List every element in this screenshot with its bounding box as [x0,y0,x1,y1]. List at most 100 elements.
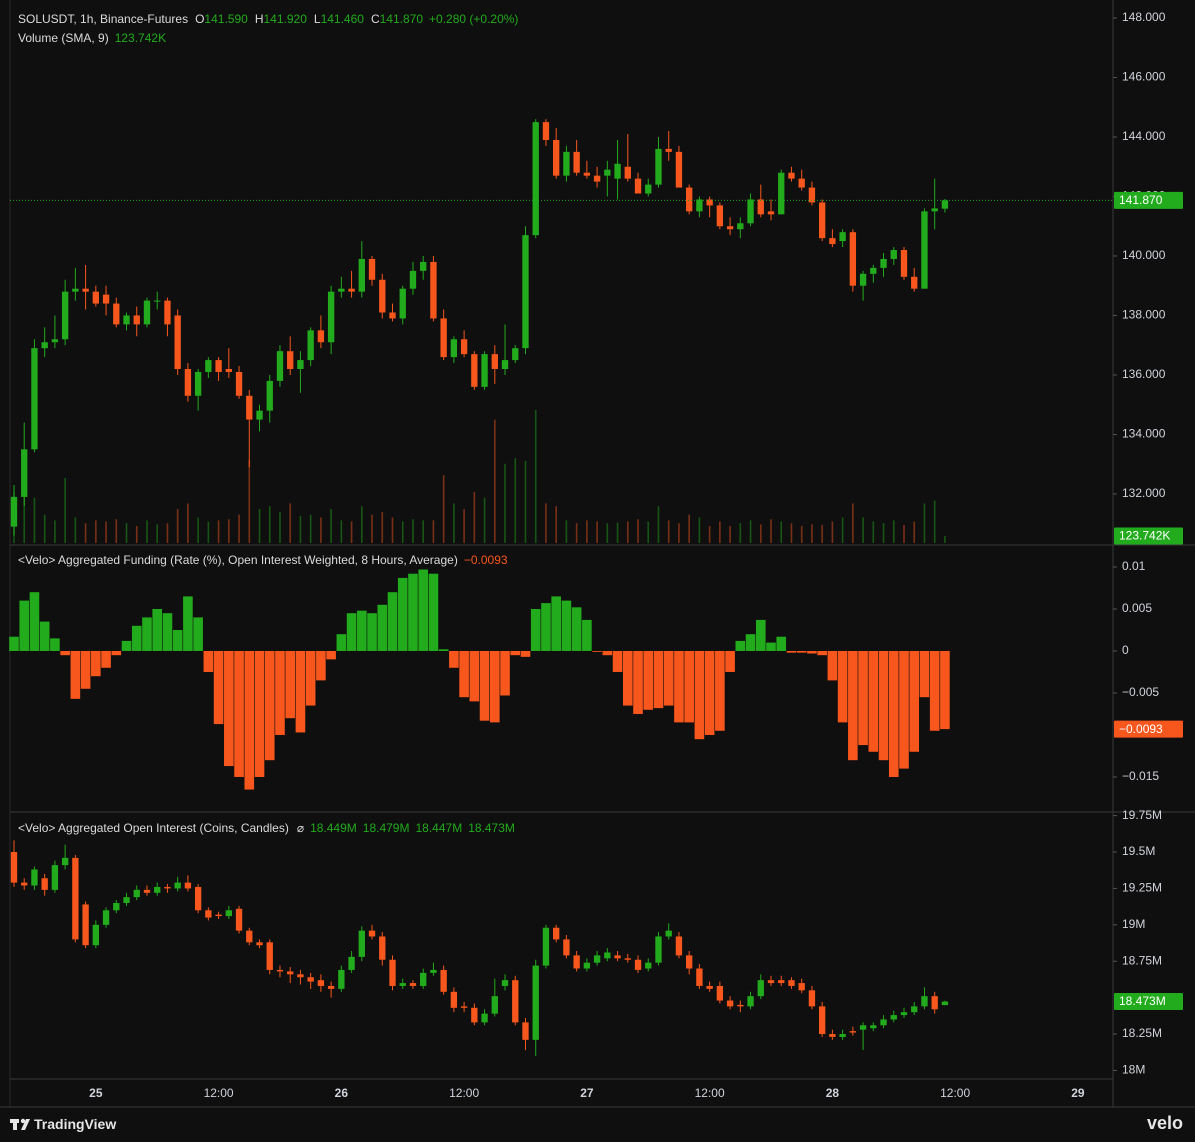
candle-body [266,380,273,411]
candle-body [256,942,263,946]
candle-body [143,889,151,893]
candle-body [726,226,734,230]
funding-bar [295,650,306,733]
candle-body [235,908,243,931]
funding-bar [428,573,439,651]
volume-bar [187,503,189,543]
volume-bar [882,523,885,543]
y-tick-label: 19.5M [1122,844,1155,858]
volume-bar [463,509,465,543]
funding-bar [449,650,459,668]
candle-body [767,980,775,984]
oi-symbol: ⌀ [296,821,305,835]
candle-body [941,1001,949,1006]
candle-body [450,339,458,358]
y-tick-label: −0.015 [1122,769,1159,783]
funding-bar [653,650,664,709]
ohlc-value: 141.460 [320,12,364,26]
candle-body [348,288,355,292]
candle-body [512,980,519,1023]
volume-bar [422,520,425,543]
candle-body [655,936,662,963]
funding-bar [326,650,336,660]
volume-bar [872,521,875,543]
candle-body [133,315,140,325]
candle-body [890,1015,897,1020]
candle-body [685,955,693,969]
candle-body [696,199,703,212]
candle-body [471,1007,478,1023]
candle-body [399,288,406,319]
volume-bar [739,523,742,543]
volume-bar [729,526,731,543]
candle-body [31,869,38,886]
y-tick-label: 19.25M [1122,881,1162,895]
candle-body [61,291,69,340]
candle-body [10,852,18,883]
volume-bar [74,517,77,543]
ohlc-key: O [195,12,205,26]
volume-bar [534,410,537,543]
funding-title: <Velo> Aggregated Funding (Rate (%), Ope… [18,553,458,567]
candle-body [931,996,938,1010]
funding-bar [234,650,244,777]
volume-bar [156,524,159,543]
ohlc-key: C [370,12,380,26]
volume-bar [504,463,506,543]
candle-body [82,904,89,946]
volume-bar [586,520,588,543]
volume-bar [43,514,46,543]
y-tick-label: 0.005 [1122,601,1152,615]
volume-bar [146,520,148,543]
candle-body [645,962,652,969]
candle-body [450,991,458,1008]
funding-bar [582,619,592,651]
volume-bar [166,523,169,543]
candle-body [389,312,396,319]
funding-bar [377,604,388,651]
candle-body [72,288,79,292]
funding-bar [888,650,899,777]
candle-body [808,187,816,203]
candle-body [675,151,683,188]
volume-bar [688,514,690,543]
funding-bar [796,650,807,653]
candle-body [225,369,232,372]
volume-bar [800,526,803,543]
funding-bar [704,650,715,735]
volume-bar [493,419,496,543]
volume-bar [933,500,936,543]
candle-body [174,882,181,889]
volume-bar [432,520,435,543]
funding-bar [254,650,265,777]
candle-body [900,1012,908,1016]
volume-bar [862,517,864,543]
volume-bar [320,517,322,543]
funding-bar [142,617,152,651]
candle-body [184,369,192,396]
funding-bar [101,650,111,668]
volume-bar [616,522,619,543]
ohlc-key: H [254,12,264,26]
candle-body [849,232,857,286]
volume-bar [279,511,281,543]
funding-bar [39,621,50,651]
volume-bar [903,524,905,543]
candle-body [164,300,171,325]
volume-bar [831,521,834,543]
funding-bar [561,600,572,651]
candle-body [430,261,437,319]
funding-bar [387,592,398,651]
volume-bar [105,521,107,543]
candle-body [512,348,519,361]
candle-body [420,972,427,986]
tradingview-icon [10,1118,30,1130]
candle-body [645,184,652,194]
candle-body [471,354,478,387]
volume-bar [207,521,210,543]
candle-body [737,223,744,230]
volume-bar [258,509,261,543]
funding-bar [479,650,490,721]
volume-bar [391,517,394,543]
